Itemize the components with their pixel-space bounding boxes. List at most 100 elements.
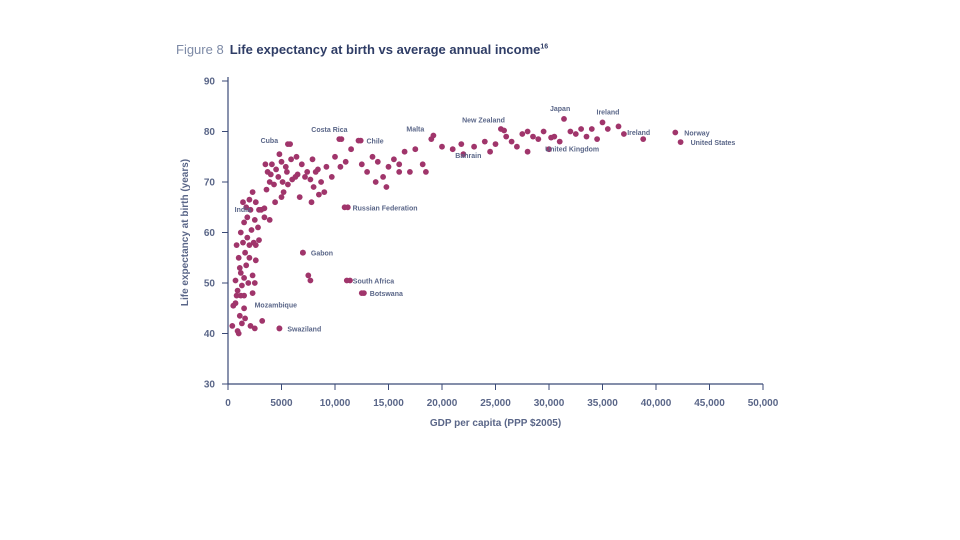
point-label-botswana: Botswana — [370, 291, 403, 298]
data-point — [262, 161, 269, 168]
labeled-point — [599, 119, 606, 126]
data-point — [514, 143, 520, 150]
data-point — [255, 224, 261, 231]
labeled-point — [233, 292, 240, 299]
data-point — [282, 163, 289, 170]
y-tick-label: 80 — [204, 127, 216, 138]
data-point — [309, 156, 316, 163]
x-axis-label: GDP per capita (PPP $2005) — [430, 418, 561, 429]
data-point — [337, 163, 344, 170]
x-tick-label: 25,000 — [480, 398, 511, 409]
data-point — [348, 146, 354, 153]
x-tick-label: 15,000 — [373, 398, 404, 409]
point-label-india: India — [235, 207, 251, 214]
data-point — [508, 138, 515, 145]
point-label-swaziland: Swaziland — [287, 326, 321, 333]
data-point — [332, 153, 338, 160]
data-point — [310, 184, 317, 190]
data-point — [232, 277, 239, 284]
point-label-costa-rica: Costa Rica — [311, 127, 347, 134]
labeled-point — [276, 325, 283, 332]
y-tick-label: 50 — [204, 279, 216, 290]
x-tick-label: 50,000 — [748, 398, 779, 409]
data-point — [252, 257, 259, 264]
labeled-point — [355, 137, 362, 144]
data-point — [288, 156, 294, 163]
data-point — [247, 323, 254, 329]
data-point — [273, 166, 279, 173]
data-point — [449, 146, 456, 153]
data-point — [423, 169, 429, 175]
data-point — [285, 181, 291, 188]
data-point — [567, 128, 574, 135]
data-point — [243, 204, 250, 211]
chart-title: Life expectancy at birth vs average annu… — [229, 42, 541, 57]
data-point — [296, 194, 303, 201]
data-point — [396, 169, 403, 175]
data-point — [358, 161, 365, 168]
x-tick-label: 10,000 — [320, 398, 351, 409]
data-point — [372, 179, 379, 185]
data-point — [298, 161, 305, 168]
data-point — [251, 325, 258, 332]
data-point — [259, 318, 266, 324]
data-point — [237, 270, 244, 276]
data-point — [246, 242, 253, 249]
data-point — [243, 262, 250, 269]
data-point — [302, 174, 308, 180]
data-point — [396, 161, 403, 168]
data-point — [241, 275, 248, 281]
data-point — [252, 199, 259, 206]
data-point — [385, 163, 392, 170]
data-point — [246, 254, 253, 261]
data-point — [241, 305, 248, 312]
figure-caption: Figure 8 Life expectancy at birth vs aver… — [176, 42, 548, 57]
data-point — [263, 186, 270, 193]
data-point — [412, 146, 419, 153]
data-point — [621, 131, 627, 137]
data-point — [252, 242, 259, 249]
data-point — [535, 136, 542, 143]
data-point — [284, 169, 290, 175]
point-label-norway: Norway — [684, 131, 709, 138]
data-point — [481, 138, 488, 145]
y-tick-label: 60 — [204, 228, 216, 239]
data-point — [546, 146, 552, 153]
point-label-new-zealand: New Zealand — [462, 118, 505, 125]
footnote-ref: 16 — [540, 43, 549, 51]
data-point — [244, 234, 251, 241]
data-point — [246, 196, 253, 203]
data-point — [321, 189, 328, 196]
data-point — [578, 126, 584, 132]
data-point — [391, 156, 397, 163]
labeled-point — [358, 290, 365, 296]
x-tick-label: 45,000 — [694, 398, 725, 409]
y-tick-label: 40 — [204, 329, 216, 340]
labeled-point — [672, 129, 679, 136]
data-point — [316, 191, 322, 198]
labeled-point — [548, 134, 554, 141]
x-tick-label: 35,000 — [587, 398, 618, 409]
data-point — [460, 151, 467, 158]
point-label-south-africa: South Africa — [353, 279, 394, 286]
data-point — [229, 323, 236, 329]
data-point — [272, 199, 278, 206]
point-label-cuba: Cuba — [261, 138, 279, 145]
data-point — [369, 153, 376, 160]
data-point — [583, 133, 590, 140]
data-point — [269, 161, 275, 168]
labeled-point — [561, 116, 567, 122]
data-point — [239, 282, 245, 289]
data-point — [247, 206, 254, 213]
data-point — [241, 219, 248, 226]
data-point — [293, 153, 300, 160]
data-point — [323, 163, 330, 170]
data-point — [342, 158, 349, 165]
data-point — [572, 131, 579, 137]
figure-number: Figure 8 — [176, 42, 224, 57]
data-point — [242, 249, 249, 256]
data-point — [235, 254, 242, 261]
data-point — [236, 312, 243, 319]
data-point — [364, 169, 370, 175]
